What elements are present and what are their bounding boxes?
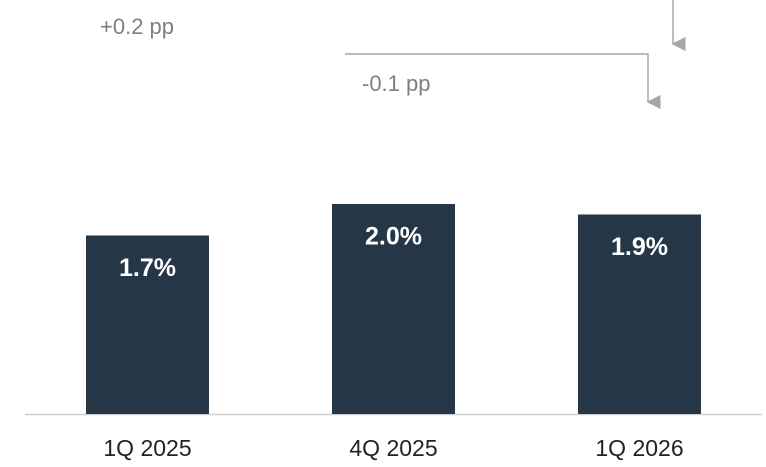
value-label: 1.7% (119, 254, 176, 282)
annotation: +0.2 pp (100, 14, 174, 39)
x-tick-label: 1Q 2026 (595, 435, 683, 461)
bar (86, 235, 209, 414)
annotation: -0.1 pp (362, 71, 431, 96)
bar (332, 204, 455, 414)
value-label: 1.9% (611, 233, 668, 261)
value-label: 2.0% (365, 223, 422, 251)
change-arrow (345, 53, 661, 109)
bar (578, 214, 701, 414)
x-tick-label: 4Q 2025 (349, 435, 437, 461)
x-tick-label: 1Q 2025 (103, 435, 191, 461)
